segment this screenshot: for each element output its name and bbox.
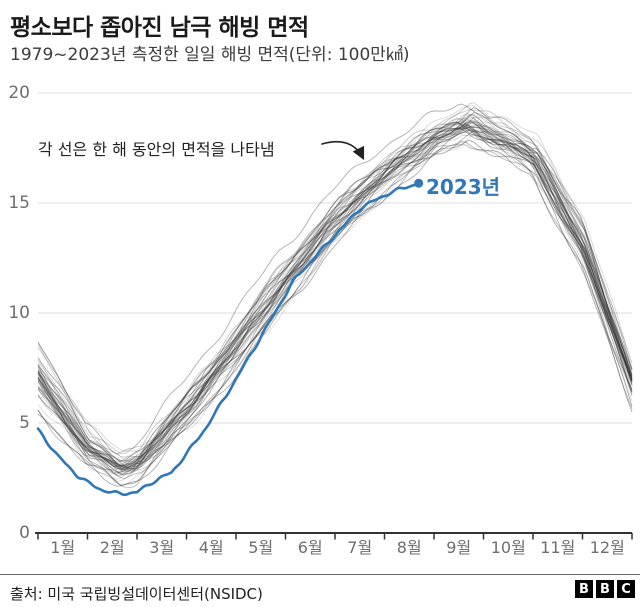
year-line (37, 125, 633, 470)
year-line (37, 134, 633, 482)
year-line (37, 122, 633, 472)
year-line (37, 116, 633, 467)
year-line (37, 105, 633, 453)
year-line (37, 130, 633, 479)
year-line (37, 118, 633, 462)
line-2023-endpoint-dot (414, 178, 424, 188)
x-axis-label: 3월 (149, 538, 175, 557)
x-axis-label: 12월 (589, 538, 625, 557)
series-label-2023: 2023년 (426, 175, 501, 199)
y-axis-label: 20 (8, 83, 30, 103)
year-line (37, 112, 633, 466)
year-line (37, 124, 633, 471)
line-2023-path (36, 183, 418, 497)
x-axis-label: 5월 (248, 538, 274, 557)
line-2023 (36, 178, 424, 497)
year-line (37, 113, 633, 462)
bbc-logo-block: C (617, 580, 635, 598)
year-line (37, 121, 633, 467)
year-line (37, 129, 633, 476)
page-subtitle: 1979~2023년 측정한 일일 해빙 면적(단위: 100만㎢) (10, 45, 410, 65)
year-line (37, 129, 633, 475)
year-line (37, 121, 633, 467)
footer-divider (0, 574, 640, 575)
year-line (37, 120, 633, 470)
year-line (37, 144, 633, 489)
year-line (37, 126, 633, 471)
year-line (37, 134, 633, 486)
x-axis-label: 11월 (540, 538, 576, 557)
year-line (37, 102, 633, 455)
year-line (37, 141, 633, 487)
annotation-text: 각 선은 한 해 동안의 면적을 나타냄 (38, 140, 275, 159)
bbc-logo-block: B (596, 580, 614, 598)
year-line (37, 116, 633, 470)
x-axis-label: 6월 (297, 538, 323, 557)
year-line (37, 123, 633, 470)
year-line (37, 117, 633, 464)
year-line (37, 114, 633, 462)
x-axis-label: 4월 (198, 538, 224, 557)
x-axis-label: 10월 (490, 538, 526, 557)
year-line (37, 122, 633, 468)
year-line (37, 126, 633, 475)
source-text: 출처: 미국 국립빙설데이터센터(NSIDC) (10, 585, 263, 603)
year-line (37, 126, 633, 471)
year-line (37, 108, 633, 458)
year-line (37, 114, 633, 465)
year-line (37, 120, 633, 473)
year-line (37, 118, 633, 466)
year-line (37, 128, 633, 474)
year-line (37, 119, 633, 467)
year-line (37, 121, 633, 468)
x-axis-label: 8월 (396, 538, 422, 557)
year-line (37, 122, 633, 470)
y-axis-label: 0 (19, 523, 30, 543)
bbc-logo-block: B (575, 580, 593, 598)
year-line (37, 126, 633, 474)
year-line (37, 131, 633, 480)
y-axis-label: 5 (19, 413, 30, 433)
year-line (37, 139, 633, 487)
year-line (37, 107, 633, 462)
x-axis-label: 2월 (99, 538, 125, 557)
y-axis-label: 10 (8, 303, 30, 323)
historical-year-lines (37, 102, 633, 489)
gridlines (38, 92, 632, 424)
year-line (37, 122, 633, 470)
x-axis-label: 1월 (50, 538, 76, 557)
year-line (37, 128, 633, 476)
x-axis (35, 532, 633, 540)
annotation-arrow-icon (321, 140, 365, 161)
x-axis-label: 7월 (347, 538, 373, 557)
x-axis-label: 9월 (446, 538, 472, 557)
year-line (37, 103, 633, 455)
y-axis-label: 15 (8, 193, 30, 213)
year-line (37, 122, 633, 468)
page-title: 평소보다 좁아진 남극 해빙 면적 (10, 15, 309, 41)
